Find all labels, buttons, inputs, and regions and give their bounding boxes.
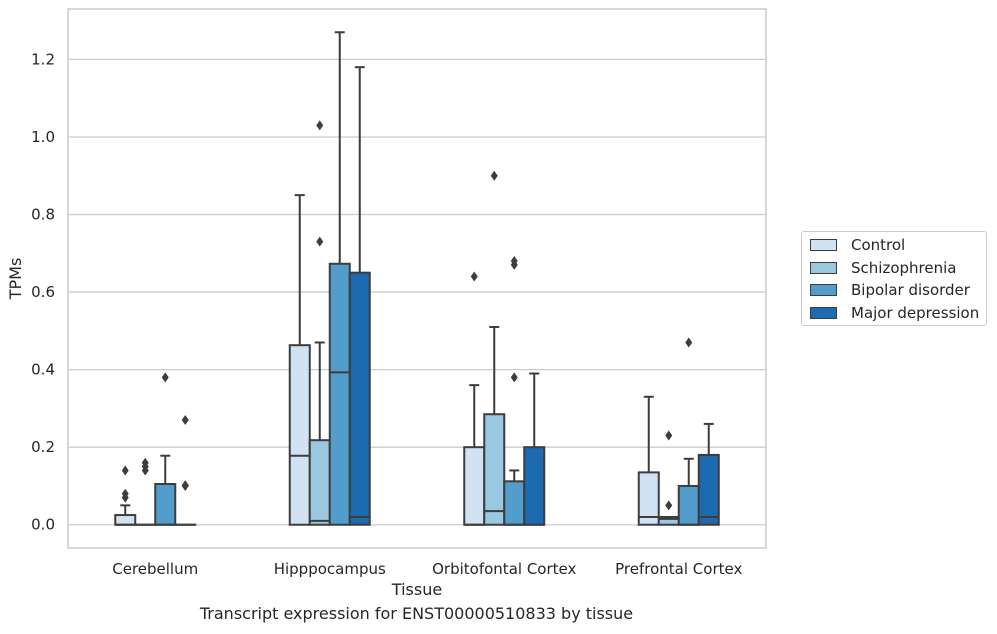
- legend-item-control: Control: [810, 236, 905, 254]
- box-control: [114, 465, 137, 526]
- legend-item-major-depression: Major depression: [810, 304, 979, 322]
- box-body: [483, 413, 506, 526]
- box-body: [288, 344, 311, 526]
- y-tick-labels: 0.0 0.2 0.4 0.6 0.8 1.0 1.2: [31, 50, 55, 533]
- outlier-point: [665, 430, 673, 441]
- legend: Control Schizophrenia Bipolar disorder M…: [801, 231, 987, 326]
- box-body: [114, 514, 137, 526]
- legend-label-control: Control: [851, 236, 906, 254]
- box-major-depression: [697, 422, 720, 526]
- box-groups: [114, 31, 720, 526]
- box-bipolar-disorder: [154, 372, 177, 526]
- box-control: [288, 194, 311, 526]
- box-control: [637, 395, 660, 526]
- legend-label-bipolar-disorder: Bipolar disorder: [851, 281, 970, 299]
- y-tick-label: 0.0: [31, 516, 55, 534]
- legend-swatch-control: [810, 239, 837, 251]
- y-tick-label: 1.2: [31, 50, 55, 68]
- outlier-point: [316, 120, 324, 131]
- legend-swatch-major-depression: [810, 307, 837, 319]
- box-bipolar-disorder: [503, 256, 526, 526]
- box-schizophrenia: [657, 430, 680, 526]
- box-body: [463, 446, 486, 526]
- x-tick-label: Orbitofontal Cortex: [432, 560, 576, 578]
- legend-item-schizophrenia: Schizophrenia: [810, 259, 956, 277]
- outlier-point: [470, 271, 478, 282]
- x-axis-label: Tissue: [391, 580, 442, 599]
- legend-swatch-schizophrenia: [810, 262, 837, 274]
- box-schizophrenia: [134, 457, 157, 526]
- box-body: [677, 484, 700, 526]
- outlier-point: [685, 337, 693, 348]
- box-body: [328, 262, 351, 526]
- box-body: [348, 271, 371, 526]
- outlier-point: [121, 488, 129, 499]
- box-body: [154, 483, 177, 526]
- box-schizophrenia: [308, 120, 331, 526]
- y-tick-label: 1.0: [31, 128, 55, 146]
- box-schizophrenia: [483, 170, 506, 526]
- x-tick-label: Prefrontal Cortex: [615, 560, 742, 578]
- chart-caption: Transcript expression for ENST0000051083…: [199, 604, 634, 623]
- box-bipolar-disorder: [328, 31, 351, 526]
- box-major-depression: [348, 66, 371, 526]
- grid-lines: [68, 58, 766, 526]
- outlier-point: [121, 465, 129, 476]
- box-body: [637, 471, 660, 526]
- outlier-point: [181, 415, 189, 426]
- y-tick-label: 0.4: [31, 361, 55, 379]
- outlier-point: [665, 500, 673, 511]
- y-tick-label: 0.6: [31, 283, 55, 301]
- x-tick-label: Hipppocampus: [274, 560, 386, 578]
- outlier-point: [181, 480, 189, 491]
- box-control: [463, 271, 486, 526]
- x-tick-labels: Cerebellum Hipppocampus Orbitofontal Corte…: [112, 560, 742, 578]
- legend-label-schizophrenia: Schizophrenia: [851, 259, 957, 277]
- legend-swatch-bipolar-disorder: [810, 284, 837, 296]
- outlier-point: [316, 236, 324, 247]
- outlier-point: [510, 372, 518, 383]
- outlier-point: [161, 372, 169, 383]
- outlier-point: [141, 457, 149, 468]
- outlier-point: [510, 256, 518, 267]
- y-axis-label: TPMs: [6, 258, 25, 301]
- box-major-depression: [523, 372, 546, 526]
- y-tick-label: 0.2: [31, 438, 55, 456]
- box-body: [697, 453, 720, 526]
- legend-label-major-depression: Major depression: [851, 304, 980, 322]
- legend-item-bipolar-disorder: Bipolar disorder: [810, 281, 970, 299]
- outlier-point: [490, 170, 498, 181]
- box-body: [308, 439, 331, 526]
- x-tick-label: Cerebellum: [112, 560, 198, 578]
- box-body: [503, 480, 526, 526]
- box-major-depression: [174, 415, 197, 526]
- plot-frame: [67, 8, 767, 549]
- y-tick-label: 0.8: [31, 206, 55, 224]
- box-bipolar-disorder: [677, 337, 700, 526]
- box-body: [523, 446, 546, 526]
